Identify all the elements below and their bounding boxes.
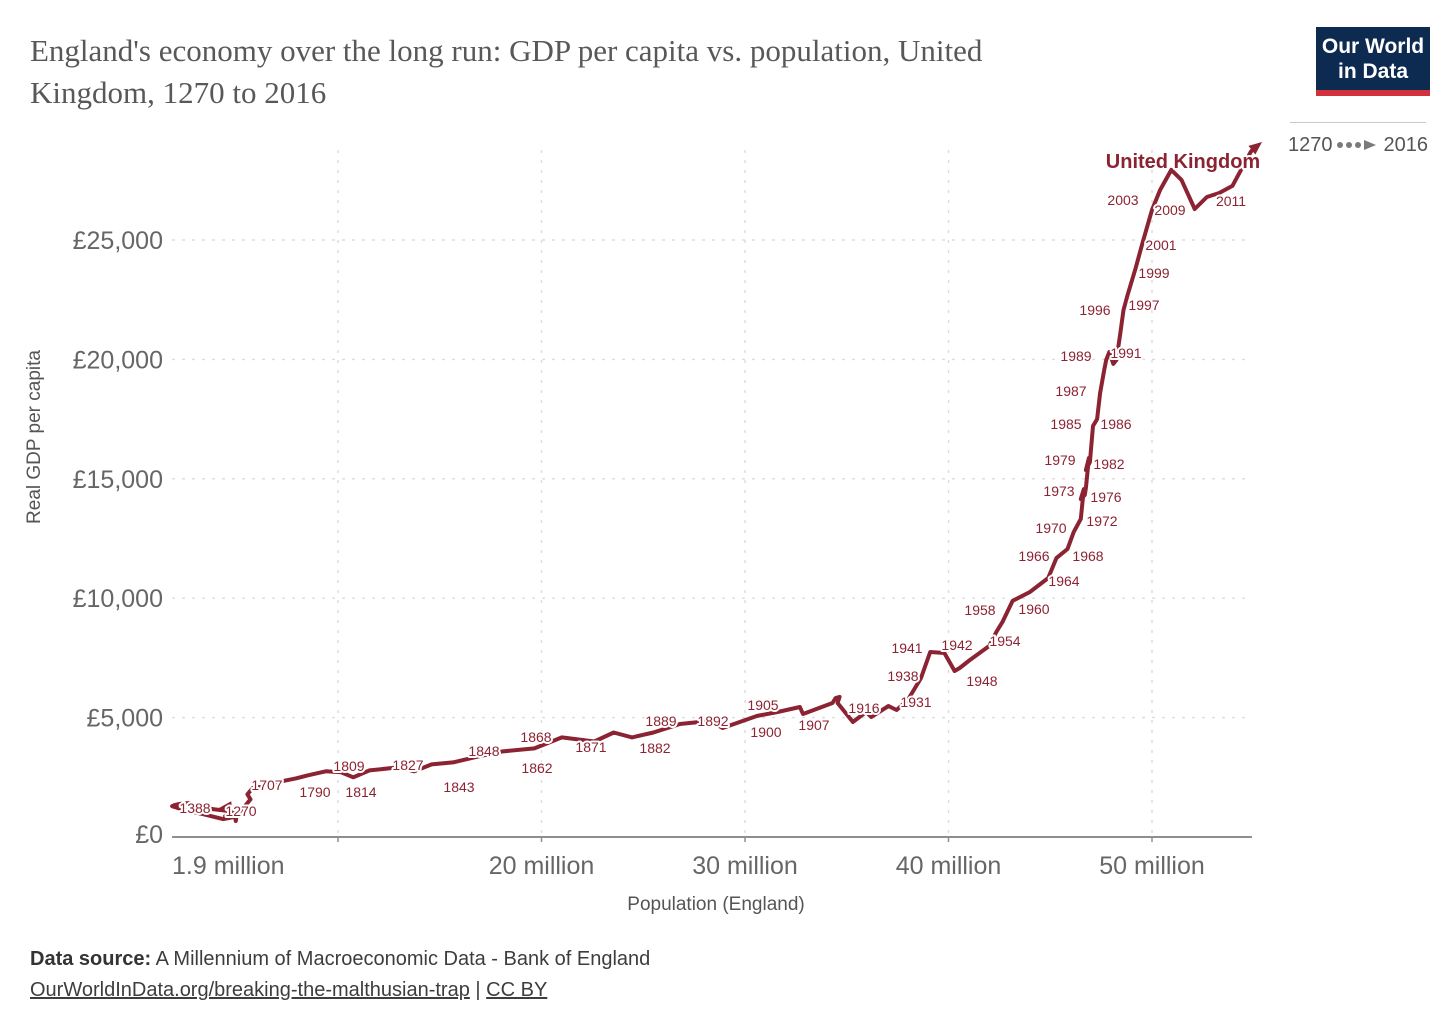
timeline-arrow-icon	[1337, 140, 1376, 150]
year-label-1991: 1991	[1110, 345, 1141, 361]
year-label-1979: 1979	[1044, 452, 1075, 468]
year-label-1900: 1900	[750, 724, 781, 740]
y-tick-label: £5,000	[87, 705, 163, 733]
year-label-2011: 2011	[1216, 193, 1246, 209]
year-label-1270: 1270	[225, 803, 256, 819]
year-label-1938: 1938	[887, 668, 918, 684]
year-label-1997: 1997	[1128, 297, 1159, 313]
year-label-1862: 1862	[521, 760, 552, 776]
year-label-1892: 1892	[697, 713, 728, 729]
owid-logo-box: Our World in Data	[1316, 27, 1430, 90]
x-tick-label: 1.9 million	[172, 852, 285, 880]
year-label-1942: 1942	[941, 637, 972, 653]
year-label-1985: 1985	[1050, 416, 1081, 432]
x-tick-label: 30 million	[692, 852, 798, 880]
year-label-2003: 2003	[1107, 192, 1138, 208]
year-label-1889: 1889	[645, 713, 676, 729]
year-label-2001: 2001	[1145, 237, 1176, 253]
data-source-text: A Millennium of Macroeconomic Data - Ban…	[151, 948, 651, 970]
year-label-1948: 1948	[966, 673, 997, 689]
series-start-arrow-icon	[219, 801, 233, 812]
y-tick-label: £0	[135, 821, 163, 849]
x-axis-title: Population (England)	[627, 894, 804, 915]
year-label-1972: 1972	[1086, 513, 1117, 529]
owid-logo-line2: in Data	[1337, 60, 1408, 83]
year-label-1989: 1989	[1060, 348, 1091, 364]
x-tick-label: 40 million	[896, 852, 1002, 880]
article-link[interactable]: OurWorldInData.org/breaking-the-malthusi…	[30, 979, 470, 1001]
year-label-1958: 1958	[964, 602, 995, 618]
footer-links-line: OurWorldInData.org/breaking-the-malthusi…	[30, 975, 650, 1006]
year-label-1987: 1987	[1055, 383, 1086, 399]
year-label-1707: 1707	[251, 777, 282, 793]
chart-title-line1: England's economy over the long run: GDP…	[30, 33, 983, 68]
year-label-1976: 1976	[1090, 489, 1121, 505]
year-label-1964: 1964	[1048, 573, 1079, 589]
year-label-1941: 1941	[891, 640, 922, 656]
series-path-united-kingdom[interactable]	[170, 146, 1256, 823]
year-label-1982: 1982	[1093, 456, 1124, 472]
chart-footer: Data source: A Millennium of Macroeconom…	[30, 944, 650, 1006]
year-label-1882: 1882	[639, 740, 670, 756]
year-label-1905: 1905	[747, 697, 778, 713]
year-label-1986: 1986	[1100, 416, 1131, 432]
year-label-1871: 1871	[575, 739, 606, 755]
year-label-1848: 1848	[468, 743, 499, 759]
year-label-2009: 2009	[1154, 202, 1185, 218]
year-label-1960: 1960	[1018, 601, 1049, 617]
owid-logo[interactable]: Our World in Data	[1316, 27, 1430, 96]
y-tick-label: £20,000	[73, 346, 163, 374]
owid-logo-line1: Our World	[1321, 35, 1425, 58]
y-axis-title: Real GDP per capita	[24, 350, 45, 524]
year-label-1916: 1916	[848, 700, 879, 716]
data-source-line: Data source: A Millennium of Macroeconom…	[30, 944, 650, 975]
year-label-1968: 1968	[1072, 548, 1103, 564]
year-label-1907: 1907	[798, 717, 829, 733]
y-tick-label: £15,000	[73, 466, 163, 494]
chart-title: England's economy over the long run: GDP…	[30, 30, 1230, 114]
entity-label-united-kingdom[interactable]: United Kingdom	[1104, 149, 1262, 175]
x-tick-label: 20 million	[489, 852, 595, 880]
y-tick-label: £25,000	[73, 227, 163, 255]
year-label-1790: 1790	[299, 784, 330, 800]
chart-title-line2: Kingdom, 1270 to 2016	[30, 75, 327, 110]
year-label-1970: 1970	[1035, 520, 1066, 536]
timeline-separator	[1290, 122, 1426, 123]
timeline: 1270 2016	[1288, 132, 1428, 158]
year-label-1843: 1843	[443, 779, 474, 795]
year-label-1868: 1868	[520, 729, 551, 745]
year-label-1827: 1827	[392, 757, 423, 773]
owid-logo-red-bar	[1316, 90, 1430, 96]
x-tick-label: 50 million	[1099, 852, 1205, 880]
year-label-1931: 1931	[900, 694, 931, 710]
footer-pipe: |	[469, 979, 487, 1001]
year-label-1814: 1814	[345, 784, 376, 800]
license-link[interactable]: CC BY	[486, 979, 548, 1001]
y-tick-label: £10,000	[73, 585, 163, 613]
year-label-1996: 1996	[1079, 302, 1110, 318]
year-label-1973: 1973	[1043, 483, 1074, 499]
series-end-arrow-icon	[1248, 142, 1262, 155]
timeline-end-year: 2016	[1383, 133, 1429, 156]
year-label-1999: 1999	[1138, 265, 1169, 281]
timeline-start-year: 1270	[1288, 133, 1333, 156]
year-label-1388: 1388	[179, 800, 210, 816]
year-label-1966: 1966	[1018, 548, 1049, 564]
year-label-1954: 1954	[989, 633, 1020, 649]
year-label-1809: 1809	[333, 758, 364, 774]
data-source-label: Data source:	[30, 948, 152, 970]
